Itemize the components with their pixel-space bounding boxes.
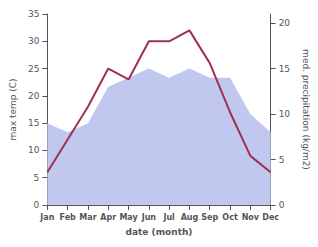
svg-text:max temp (C): max temp (C) (8, 78, 18, 140)
svg-text:med. precipitation (kg/m2): med. precipitation (kg/m2) (301, 49, 311, 170)
svg-text:0: 0 (279, 200, 285, 210)
svg-text:Nov: Nov (242, 213, 260, 222)
svg-text:date (month): date (month) (126, 227, 193, 237)
svg-text:5: 5 (279, 155, 285, 165)
svg-text:20: 20 (28, 91, 40, 101)
svg-text:Feb: Feb (60, 213, 77, 222)
svg-text:Jun: Jun (141, 213, 157, 222)
svg-text:15: 15 (279, 64, 290, 74)
svg-text:Jul: Jul (162, 213, 175, 222)
svg-text:15: 15 (28, 118, 39, 128)
svg-text:May: May (119, 213, 138, 222)
svg-text:Apr: Apr (100, 213, 116, 222)
svg-text:Oct: Oct (222, 213, 238, 222)
svg-text:0: 0 (34, 200, 40, 210)
svg-text:Jan: Jan (39, 213, 54, 222)
svg-text:Aug: Aug (181, 213, 199, 222)
svg-text:Mar: Mar (79, 213, 96, 222)
svg-text:30: 30 (28, 36, 40, 46)
svg-text:20: 20 (279, 18, 291, 28)
svg-text:10: 10 (279, 109, 291, 119)
svg-text:5: 5 (34, 173, 40, 183)
svg-text:10: 10 (28, 145, 40, 155)
svg-text:Dec: Dec (262, 213, 279, 222)
svg-text:Sep: Sep (201, 213, 218, 222)
svg-text:35: 35 (28, 9, 39, 19)
svg-text:25: 25 (28, 64, 39, 74)
